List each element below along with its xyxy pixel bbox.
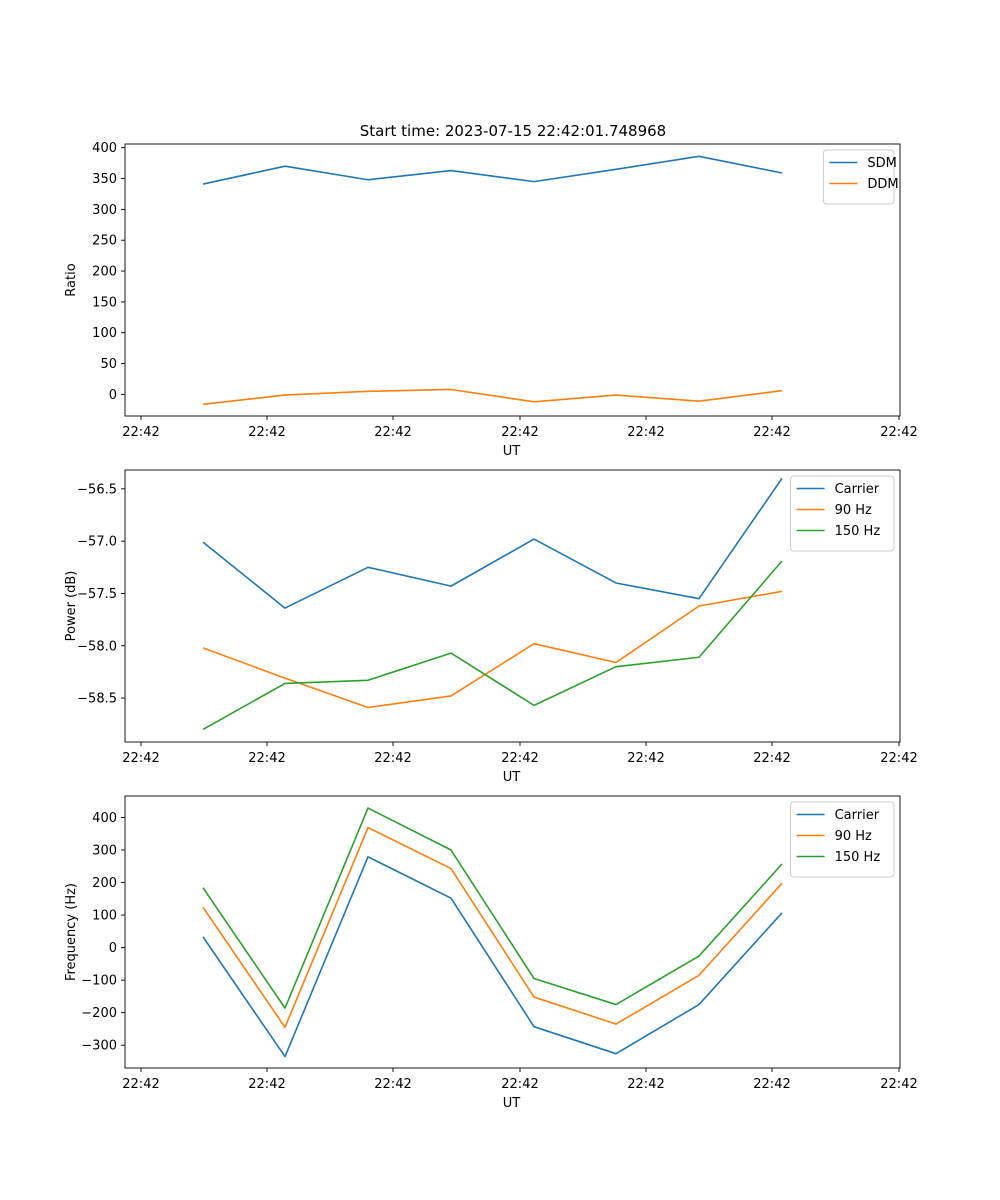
x-tick-label: 22:42 — [248, 425, 285, 440]
y-tick-label: −58.5 — [77, 692, 117, 707]
y-axis-label: Frequency (Hz) — [64, 883, 79, 981]
legend-label: 90 Hz — [835, 829, 872, 844]
legend: Carrier 90 Hz 150 Hz — [790, 801, 895, 878]
y-tick-label: 0 — [109, 388, 117, 403]
x-tick-label: 22:42 — [627, 751, 664, 766]
x-tick-label: 22:42 — [374, 425, 411, 440]
legend-label: DDM — [867, 177, 898, 192]
y-tick-label: 250 — [92, 234, 117, 249]
series-line-carrier — [202, 856, 783, 1058]
y-tick-label: 100 — [92, 909, 117, 924]
legend-label: 150 Hz — [835, 524, 881, 539]
y-tick-label: 50 — [100, 357, 117, 372]
y-axis-label: Ratio — [64, 263, 79, 296]
y-tick-label: 400 — [92, 141, 117, 156]
x-tick-label: 22:42 — [627, 1077, 664, 1092]
series-line-150-hz — [202, 807, 783, 1009]
y-tick-label: 400 — [92, 811, 117, 826]
chart-panel-2: 22:42 22:42 22:42 22:42 22:42 22:42 22:42 −58.5… — [64, 469, 918, 785]
y-tick-label: 100 — [92, 326, 117, 341]
y-axis-label: Power (dB) — [64, 571, 79, 642]
legend-box — [790, 801, 895, 878]
legend: Carrier 90 Hz 150 Hz — [790, 475, 895, 552]
x-axis-label: UT — [503, 770, 521, 785]
legend-label: Carrier — [835, 808, 880, 823]
legend-box — [822, 149, 895, 205]
x-tick-label: 22:42 — [374, 1077, 411, 1092]
y-tick-label: 300 — [92, 844, 117, 859]
x-tick-label: 22:42 — [122, 425, 159, 440]
y-tick-label: 350 — [92, 172, 117, 187]
series-line-90-hz — [202, 826, 783, 1029]
chart-panel-3: 22:42 22:42 22:42 22:42 22:42 22:42 22:42 −300 −… — [64, 795, 918, 1111]
figure-title: Start time: 2023-07-15 22:42:01.748968 — [360, 122, 666, 140]
axes-frame — [124, 469, 901, 743]
x-tick-label: 22:42 — [880, 751, 917, 766]
x-tick-label: 22:42 — [248, 751, 285, 766]
x-tick-label: 22:42 — [374, 751, 411, 766]
chart-panel-1: 22:42 22:42 22:42 22:42 22:42 22:42 22:42 0 50 10… — [64, 141, 918, 459]
x-tick-label: 22:42 — [122, 751, 159, 766]
series-line-150-hz — [202, 560, 783, 731]
x-tick-label: 22:42 — [248, 1077, 285, 1092]
legend-label: Carrier — [835, 482, 880, 497]
y-tick-label: −300 — [81, 1039, 117, 1054]
panels: 22:42 22:42 22:42 22:42 22:42 22:42 22:42 0 50 10… — [64, 141, 918, 1111]
x-tick-label: 22:42 — [501, 1077, 538, 1092]
y-tick-label: 150 — [92, 295, 117, 310]
y-tick-label: −58.0 — [77, 639, 117, 654]
x-tick-label: 22:42 — [122, 1077, 159, 1092]
series-line-carrier — [202, 477, 783, 609]
y-tick-label: −57.0 — [77, 535, 117, 550]
x-tick-label: 22:42 — [880, 425, 917, 440]
x-tick-label: 22:42 — [753, 1077, 790, 1092]
y-tick-label: −100 — [81, 974, 117, 989]
y-tick-label: 200 — [92, 876, 117, 891]
y-tick-label: 200 — [92, 265, 117, 280]
axes-frame — [124, 143, 901, 417]
axes-frame — [124, 795, 901, 1069]
series-line-sdm — [202, 155, 783, 185]
legend-label: SDM — [867, 156, 896, 171]
x-tick-label: 22:42 — [501, 425, 538, 440]
y-tick-label: 0 — [109, 941, 117, 956]
legend-box — [790, 475, 895, 552]
x-tick-label: 22:42 — [753, 751, 790, 766]
y-tick-label: 300 — [92, 203, 117, 218]
x-tick-label: 22:42 — [501, 751, 538, 766]
x-tick-label: 22:42 — [753, 425, 790, 440]
legend-label: 90 Hz — [835, 503, 872, 518]
y-tick-label: −56.5 — [77, 482, 117, 497]
x-axis-label: UT — [503, 1096, 521, 1111]
y-tick-label: −57.5 — [77, 587, 117, 602]
x-axis-label: UT — [503, 444, 521, 459]
x-tick-label: 22:42 — [880, 1077, 917, 1092]
y-tick-label: −200 — [81, 1006, 117, 1021]
x-tick-label: 22:42 — [627, 425, 664, 440]
legend-label: 150 Hz — [835, 850, 881, 865]
series-line-ddm — [202, 388, 783, 406]
legend: SDM DDM — [822, 149, 899, 205]
